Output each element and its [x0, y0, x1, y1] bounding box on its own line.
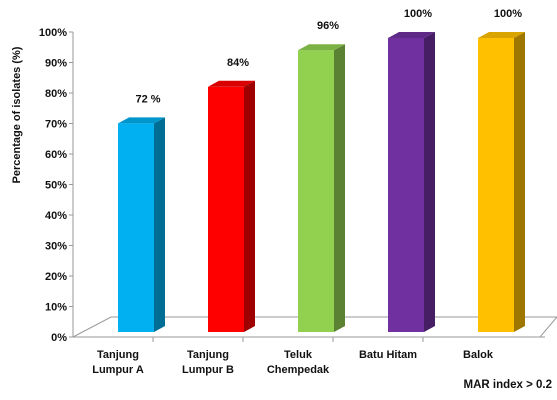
bar	[478, 32, 525, 332]
y-tick-label: 80%	[45, 88, 67, 100]
bar	[208, 80, 255, 332]
bar	[298, 44, 345, 332]
data-label: 96%	[317, 20, 339, 32]
category-label: Tanjung Lumpur A	[92, 349, 144, 376]
bar-side	[424, 32, 435, 332]
bar-front	[478, 38, 514, 332]
bar-top	[388, 32, 435, 38]
bar	[388, 32, 435, 332]
y-axis	[69, 31, 424, 342]
bar-front	[118, 123, 154, 333]
bar-side	[334, 44, 345, 332]
category-label: Teluk Chempedak	[267, 349, 330, 376]
y-tick-label: 40%	[45, 210, 67, 222]
bar-front	[388, 38, 424, 332]
bar-top	[208, 80, 255, 87]
y-tick-label: 10%	[45, 302, 67, 314]
y-tick-label: 50%	[45, 180, 67, 192]
bar-front	[298, 50, 334, 332]
data-label: 84%	[227, 57, 249, 69]
data-labels: 72 % 84% 96% 100% 100%	[135, 8, 522, 105]
bar-top	[118, 117, 165, 124]
y-tick-label: 20%	[45, 271, 67, 283]
bar	[118, 117, 165, 333]
bar-side	[244, 80, 255, 332]
bar-front	[208, 86, 244, 332]
bar-side	[514, 32, 525, 332]
x-axis-note: MAR index > 0.2	[463, 379, 552, 391]
y-axis-label: Percentage of isolates (%)	[11, 46, 23, 183]
y-tick-label: 30%	[45, 241, 67, 253]
y-tick-label: 90%	[45, 58, 67, 70]
y-tick-labels: 0% 10% 20% 30% 40% 50% 60% 70% 80% 90% 100%	[39, 27, 67, 344]
y-tick-label: 0%	[51, 332, 67, 344]
data-label: 72 %	[135, 93, 160, 105]
y-tick-label: 100%	[39, 27, 67, 39]
data-label: 100%	[494, 8, 522, 20]
category-labels: Tanjung Lumpur A Tanjung Lumpur B Teluk Chemp…	[92, 349, 494, 376]
bar-top	[298, 44, 345, 51]
bars	[118, 32, 525, 333]
y-tick-label: 70%	[45, 119, 67, 131]
bar-top	[478, 32, 525, 38]
category-label: Balok	[463, 349, 494, 361]
y-tick-label: 60%	[45, 149, 67, 161]
data-label: 100%	[404, 8, 432, 20]
category-label: Batu Hitam	[359, 349, 417, 361]
category-label: Tanjung Lumpur B	[182, 349, 234, 376]
bar-side	[154, 117, 165, 333]
